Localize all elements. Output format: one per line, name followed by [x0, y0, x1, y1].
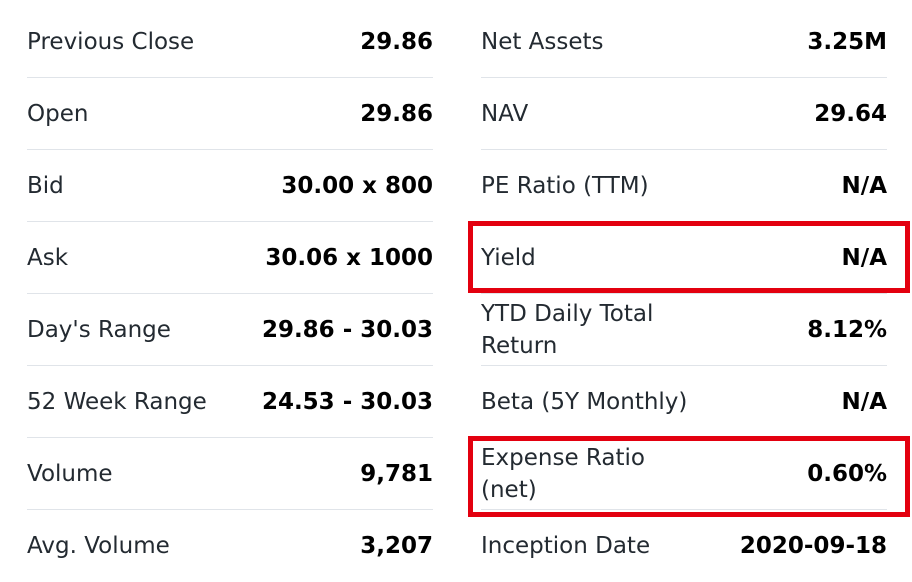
- stat-label: Day's Range: [27, 316, 171, 343]
- stat-label: 52 Week Range: [27, 388, 207, 415]
- stat-label: Ask: [27, 244, 69, 271]
- stat-row-52-week-range: 52 Week Range 24.53 - 30.03: [27, 366, 433, 438]
- stat-value: 29.64: [814, 100, 887, 127]
- stat-label: Beta (5Y Monthly): [481, 388, 688, 415]
- stat-label: PE Ratio (TTM): [481, 172, 649, 199]
- stat-value: 30.06 x 1000: [265, 244, 433, 271]
- stat-row-net-assets: Net Assets 3.25M: [481, 6, 887, 78]
- stat-row-avg-volume: Avg. Volume 3,207: [27, 510, 433, 582]
- stat-value: 29.86: [360, 100, 433, 127]
- stat-value: N/A: [841, 388, 887, 415]
- stat-row-inception-date: Inception Date 2020-09-18: [481, 510, 887, 582]
- stat-row-ytd-daily-total-return: YTD Daily Total Return 8.12%: [481, 294, 887, 366]
- stat-value: 0.60%: [807, 460, 887, 487]
- quote-summary-left-table: Previous Close 29.86 Open 29.86 Bid 30.0…: [27, 6, 433, 582]
- stat-row-beta: Beta (5Y Monthly) N/A: [481, 366, 887, 438]
- stat-value: 29.86 - 30.03: [261, 316, 433, 343]
- stat-label: Inception Date: [481, 533, 651, 559]
- stat-label: Bid: [27, 172, 64, 199]
- stat-value: 29.86: [360, 28, 433, 55]
- stat-row-days-range: Day's Range 29.86 - 30.03: [27, 294, 433, 366]
- stat-value: N/A: [841, 172, 887, 199]
- stat-label: Open: [27, 100, 89, 127]
- stat-row-volume: Volume 9,781: [27, 438, 433, 510]
- stat-row-ask: Ask 30.06 x 1000: [27, 222, 433, 294]
- stat-label: Avg. Volume: [27, 533, 170, 559]
- stat-label: Yield: [481, 244, 536, 271]
- stat-value: 2020-09-18: [739, 533, 887, 559]
- stat-label: YTD Daily Total Return: [481, 300, 654, 359]
- stat-row-nav: NAV 29.64: [481, 78, 887, 150]
- stat-row-expense-ratio: Expense Ratio (net) 0.60%: [481, 438, 887, 510]
- stat-row-pe-ratio: PE Ratio (TTM) N/A: [481, 150, 887, 222]
- stat-value: 8.12%: [807, 316, 887, 343]
- stat-label: Expense Ratio (net): [481, 444, 645, 503]
- stat-label: Volume: [27, 460, 113, 487]
- stat-value: 24.53 - 30.03: [261, 388, 433, 415]
- stat-value: 30.00 x 800: [281, 172, 433, 199]
- stat-label: NAV: [481, 100, 529, 127]
- stat-row-previous-close: Previous Close 29.86: [27, 6, 433, 78]
- stat-row-yield: Yield N/A: [481, 222, 887, 294]
- stat-row-bid: Bid 30.00 x 800: [27, 150, 433, 222]
- stat-value: 9,781: [360, 460, 433, 487]
- stat-value: N/A: [841, 244, 887, 271]
- stat-value: 3,207: [360, 533, 433, 559]
- stat-row-open: Open 29.86: [27, 78, 433, 150]
- stat-label: Net Assets: [481, 28, 604, 55]
- stat-label: Previous Close: [27, 28, 195, 55]
- stat-value: 3.25M: [807, 28, 887, 55]
- quote-summary-right-table: Net Assets 3.25M NAV 29.64 PE Ratio (TTM…: [481, 6, 887, 582]
